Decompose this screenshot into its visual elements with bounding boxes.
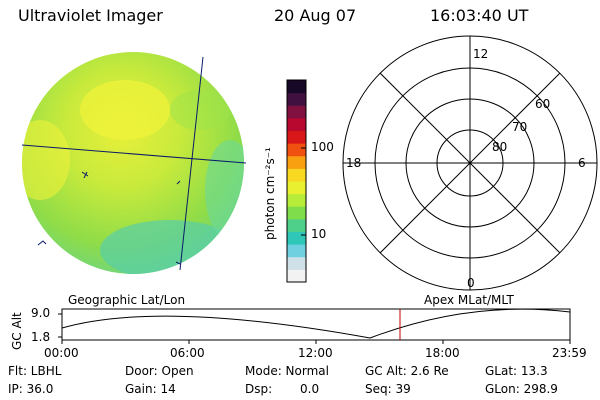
timeline-xtick: 12:00 bbox=[298, 346, 333, 360]
mlat-80-label: 80 bbox=[492, 140, 508, 154]
coastline-mark bbox=[81, 171, 89, 179]
colorbar-tick-100: 100 bbox=[311, 140, 334, 154]
colorbar-segment bbox=[287, 80, 306, 94]
door-status: Door: Open bbox=[125, 364, 194, 378]
time-label: 16:03:40 UT bbox=[430, 6, 529, 25]
mlt-6-label: 6 bbox=[578, 156, 586, 170]
colorbar-segment bbox=[287, 92, 306, 106]
instrument-title: Ultraviolet Imager bbox=[18, 6, 163, 25]
gc-alt-status: GC Alt: 2.6 Re bbox=[365, 364, 449, 378]
timeline-xtick: 23:59 bbox=[552, 346, 587, 360]
mlt-0-label: 0 bbox=[467, 276, 475, 290]
timeline-xtick: 00:00 bbox=[44, 346, 79, 360]
timeline-xtick: 06:00 bbox=[170, 346, 205, 360]
timeline-axis-title: GC Alt bbox=[10, 312, 24, 350]
glon-status: GLon: 298.9 bbox=[485, 382, 558, 396]
filter-status: Flt: LBHL bbox=[8, 364, 62, 378]
colorbar-segment bbox=[287, 218, 306, 232]
colorbar-segment bbox=[287, 269, 306, 283]
timeline-ytick-bottom: 1.8 bbox=[31, 330, 51, 344]
timeline-frame bbox=[61, 308, 571, 341]
date-label: 20 Aug 07 bbox=[274, 6, 357, 25]
mode-status: Mode: Normal bbox=[245, 364, 329, 378]
gain-status: Gain: 14 bbox=[125, 382, 176, 396]
colorbar-segment bbox=[287, 155, 306, 169]
dsp-label: Dsp: bbox=[245, 382, 273, 396]
mlt-12-label: 12 bbox=[473, 47, 489, 61]
ip-status: IP: 36.0 bbox=[8, 382, 54, 396]
seq-status: Seq: 39 bbox=[365, 382, 411, 396]
timeline-ticks bbox=[58, 313, 571, 344]
colorbar-frame bbox=[286, 79, 307, 283]
mlt-18-label: 18 bbox=[346, 156, 362, 170]
colorbar-segment bbox=[287, 168, 306, 182]
colorbar-segment bbox=[287, 193, 306, 207]
coastline-mark bbox=[37, 240, 47, 246]
geographic-label: Geographic Lat/Lon bbox=[68, 293, 186, 307]
mlat-70-label: 70 bbox=[512, 120, 528, 134]
colorbar-segment bbox=[287, 117, 306, 131]
longitude-line bbox=[179, 56, 204, 271]
colorbar-unit-label: photon cm⁻²s⁻¹ bbox=[263, 147, 277, 240]
glat-status: GLat: 13.3 bbox=[485, 364, 548, 378]
colorbar-segment bbox=[287, 181, 306, 195]
timeline-ytick-top: 9.0 bbox=[31, 306, 51, 320]
polar-diagonal bbox=[379, 72, 561, 254]
latitude-line bbox=[21, 144, 247, 164]
colorbar-segment bbox=[287, 206, 306, 220]
timeline-xtick: 18:00 bbox=[425, 346, 460, 360]
colorbar bbox=[287, 80, 306, 283]
colorbar-segment bbox=[287, 231, 306, 245]
earth-disk-image bbox=[22, 52, 244, 274]
coastline-mark bbox=[175, 180, 181, 265]
altitude-curve bbox=[61, 308, 571, 339]
colorbar-segment bbox=[287, 256, 306, 270]
colorbar-segment bbox=[287, 143, 306, 157]
mlat-60-label: 60 bbox=[535, 97, 551, 111]
polar-plot bbox=[342, 35, 598, 291]
apex-label: Apex MLat/MLT bbox=[424, 293, 514, 307]
colorbar-segment bbox=[287, 105, 306, 119]
colorbar-segment bbox=[287, 244, 306, 258]
dsp-value: 0.0 bbox=[300, 382, 320, 396]
colorbar-segment bbox=[287, 130, 306, 144]
colorbar-tick-10: 10 bbox=[311, 227, 327, 241]
